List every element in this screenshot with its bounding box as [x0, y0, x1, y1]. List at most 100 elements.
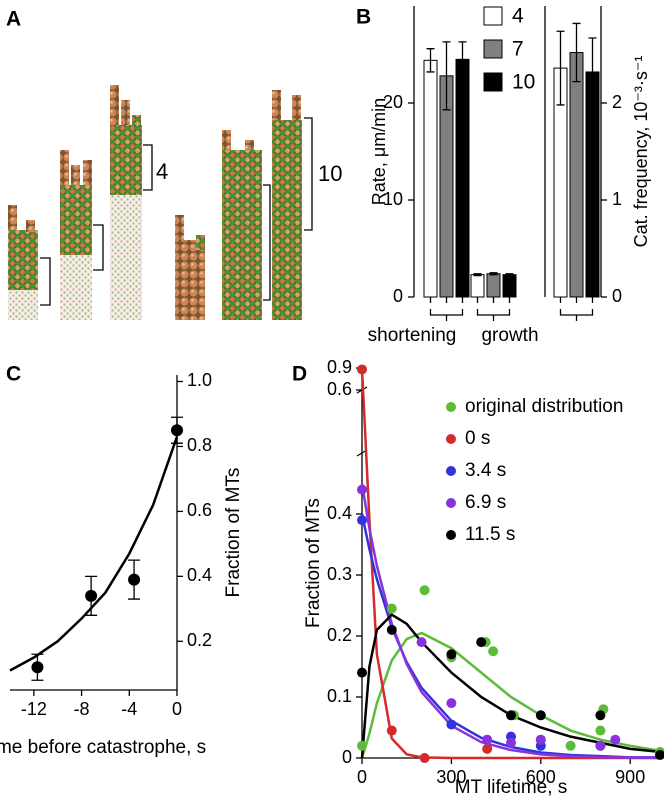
group-bracket — [476, 297, 511, 321]
data-point — [655, 749, 664, 760]
y-axis-label: Cat. frequency, 10⁻³·s⁻¹ — [631, 56, 651, 248]
legend-marker — [446, 530, 456, 540]
data-point — [419, 753, 430, 763]
data-point — [610, 734, 621, 745]
y-tick-label: 0.2 — [327, 625, 352, 645]
fit-line — [360, 631, 661, 759]
data-point — [31, 661, 44, 674]
y-tick-label: 0.6 — [327, 379, 352, 399]
y-tick-label: 0.8 — [187, 435, 212, 455]
fit-line — [360, 483, 661, 760]
data-point — [357, 364, 367, 375]
data-point — [446, 719, 457, 730]
error-bar — [473, 273, 482, 277]
y-tick-label: 2 — [612, 92, 622, 112]
y-tick-label: 0 — [612, 286, 622, 306]
data-point — [416, 637, 427, 648]
bar — [502, 274, 517, 298]
y-tick-label: 0 — [342, 747, 352, 767]
group-bracket — [429, 297, 464, 321]
data-point — [357, 740, 367, 751]
error-bar — [556, 30, 565, 106]
x-tick-label: -4 — [121, 699, 137, 719]
y-tick-label: 0.2 — [187, 630, 212, 650]
fit-line — [360, 613, 661, 759]
y-tick-label: 0.9 — [327, 357, 352, 377]
legend-label: 4 — [512, 5, 524, 28]
legend-swatch — [483, 39, 503, 59]
data-point — [565, 740, 576, 751]
y-tick-label: 0 — [393, 286, 403, 306]
x-tick-label: -8 — [74, 699, 90, 719]
bar — [486, 273, 501, 298]
data-point — [357, 484, 367, 495]
x-tick-label: 300 — [436, 767, 466, 787]
panel-label: C — [6, 363, 21, 386]
y-tick-label: 0.6 — [187, 500, 212, 520]
legend-label: 11.5 s — [465, 524, 515, 545]
data-point — [446, 649, 457, 660]
y-tick-label: 1 — [612, 189, 622, 209]
bar — [569, 52, 584, 298]
data-point — [446, 698, 457, 709]
data-point — [482, 734, 493, 745]
error-bar — [458, 41, 467, 78]
group-bracket — [559, 297, 594, 321]
error-bar — [489, 272, 498, 276]
bar — [423, 59, 438, 298]
data-point — [595, 725, 606, 736]
data-point — [386, 725, 397, 736]
data-point — [357, 515, 367, 526]
x-tick-label: 600 — [526, 767, 556, 787]
legend-marker — [446, 466, 456, 476]
data-point — [85, 589, 98, 602]
data-point — [357, 667, 367, 678]
y-tick-label: 0.4 — [327, 503, 352, 523]
y-tick-label: 20 — [383, 92, 403, 112]
x-axis-label: Time before catastrophe, s — [0, 737, 206, 758]
fit-line — [360, 367, 660, 760]
panel-label: B — [356, 6, 371, 29]
y-axis-label: Rate, μm/min — [369, 98, 389, 205]
legend-label: 3.4 s — [465, 460, 506, 481]
legend-label: 0 s — [465, 428, 490, 449]
error-bar — [442, 41, 451, 111]
data-point — [535, 710, 546, 721]
y-tick-label: 10 — [383, 189, 403, 209]
error-bar — [588, 37, 597, 107]
error-bar — [505, 273, 514, 277]
data-point — [171, 424, 183, 437]
legend-label: 10 — [512, 71, 535, 94]
data-point — [595, 710, 606, 721]
y-axis-label: Fraction of MTs — [223, 468, 244, 598]
data-point — [476, 637, 487, 648]
legend-swatch — [483, 72, 503, 92]
data-point — [535, 734, 546, 745]
panel-label: D — [292, 363, 307, 386]
error-bar — [426, 48, 435, 73]
legend-marker — [446, 402, 456, 412]
x-tick-label: 0 — [357, 767, 367, 787]
x-tick-label: 0 — [172, 699, 182, 719]
legend-label: 6.9 s — [465, 492, 506, 513]
y-tick-label: 0.1 — [327, 686, 352, 706]
legend-swatch — [483, 6, 503, 26]
y-tick-label: 1.0 — [187, 370, 212, 390]
data-point — [506, 737, 516, 748]
legend-label: original distribution — [465, 396, 623, 417]
panel-a-illustration — [8, 6, 546, 320]
bracket-label: 10 — [318, 161, 342, 186]
bar — [470, 274, 485, 298]
fit-line — [360, 513, 660, 759]
y-axis-label: Fraction of MTs — [303, 498, 324, 628]
data-point — [595, 740, 606, 751]
bracket-label: 4 — [156, 159, 168, 184]
data-point — [128, 573, 141, 586]
data-point — [386, 603, 397, 614]
category-label: growth — [481, 325, 538, 346]
y-tick-label: 0.4 — [187, 565, 212, 585]
y-tick-label: 0.3 — [327, 564, 352, 584]
data-point — [488, 646, 499, 657]
data-point — [506, 710, 516, 721]
